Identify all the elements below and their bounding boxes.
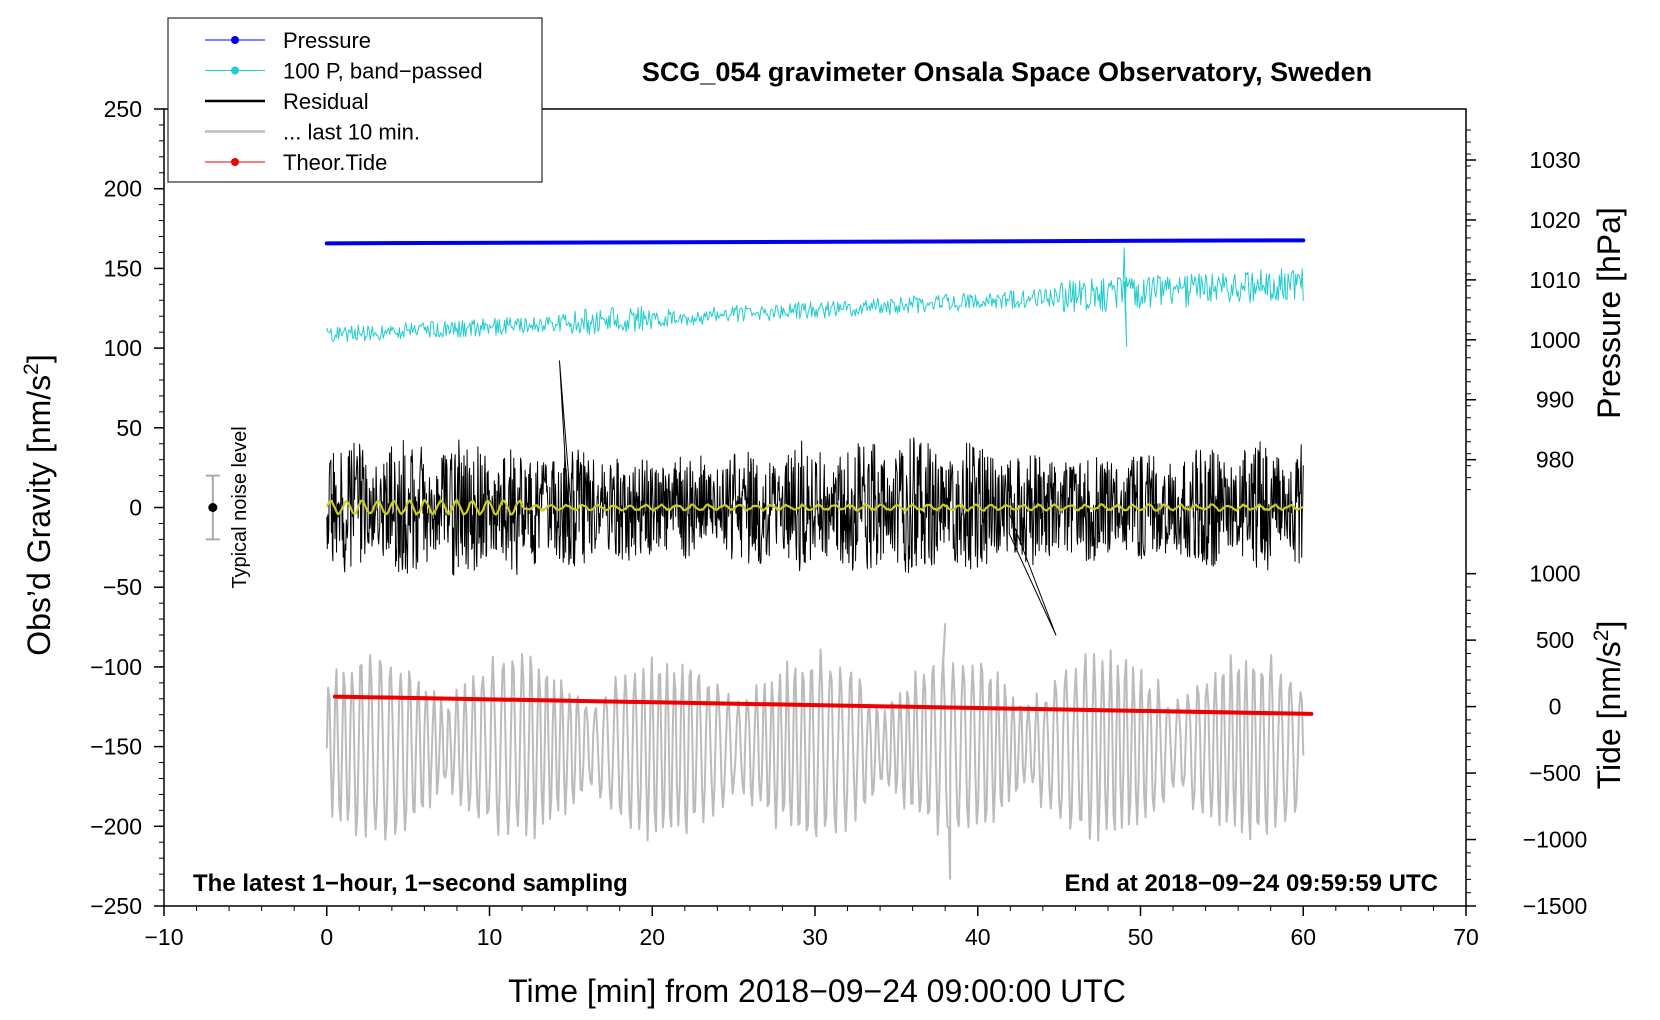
y-tick-label: 50 <box>116 415 142 441</box>
legend-marker <box>231 158 239 166</box>
tide-axis-title: Tide [nm/s2] <box>1590 621 1627 790</box>
tide-axis-ticks: −1500 −1000 −500 0 500 1000 <box>1466 561 1587 919</box>
noise-point <box>208 503 218 512</box>
pressure-tick-label: 1020 <box>1529 207 1580 233</box>
x-tick-label: 60 <box>1290 924 1316 950</box>
last-10-min-line <box>325 622 1305 880</box>
x-tick-label: 10 <box>477 924 503 950</box>
tide-tick-label: −1000 <box>1523 827 1588 853</box>
x-tick-label: 20 <box>639 924 665 950</box>
legend-label: ... last 10 min. <box>283 120 420 145</box>
y-axis-title: Obs’d Gravity [nm/s2] <box>20 354 57 656</box>
pressure-tick-label: 990 <box>1536 387 1574 413</box>
x-tick-label: 50 <box>1128 924 1154 950</box>
pressure-line <box>324 238 1306 246</box>
x-tick-label: −10 <box>144 924 183 950</box>
y-tick-label: 100 <box>104 335 142 361</box>
legend: Pressure 100 P, band−passed Residual ... la… <box>167 17 543 183</box>
pressure-tick-label: 980 <box>1536 447 1574 473</box>
legend-label: Residual <box>283 89 369 114</box>
pressure-tick-label: 1010 <box>1529 267 1580 293</box>
end-time-note: End at 2018−09−24 09:59:59 UTC <box>1064 870 1438 897</box>
tide-tick-label: 500 <box>1536 627 1574 653</box>
pressure-axis-title: Pressure [hPa] <box>1591 207 1627 419</box>
tide-tick-label: −500 <box>1529 760 1581 786</box>
tide-tick-label: −1500 <box>1523 893 1588 919</box>
y-tick-label: 200 <box>104 176 142 202</box>
x-tick-label: 70 <box>1453 924 1479 950</box>
band-passed-pressure-line <box>326 247 1304 347</box>
y-tick-label: −50 <box>103 574 142 600</box>
legend-label: Pressure <box>283 28 371 53</box>
legend-label: 100 P, band−passed <box>283 59 483 84</box>
chart-title: SCG_054 gravimeter Onsala Space Observat… <box>642 57 1372 87</box>
y-tick-label: 0 <box>129 495 142 521</box>
data-traces <box>324 238 1314 880</box>
y-tick-label: −200 <box>90 813 142 839</box>
legend-marker <box>231 66 239 75</box>
x-axis-ticks: −10 0 10 20 30 40 50 60 70 <box>144 906 1479 950</box>
x-tick-label: 30 <box>802 924 828 950</box>
legend-marker <box>231 36 239 44</box>
y-axis-ticks: −250 −200 −150 −100 −50 0 50 100 150 200 250 <box>90 96 164 919</box>
x-tick-label: 40 <box>965 924 991 950</box>
y-tick-label: −150 <box>90 734 142 760</box>
pressure-axis-ticks: 980 990 1000 1010 1020 1030 <box>1466 129 1581 491</box>
pressure-tick-label: 1030 <box>1529 147 1580 173</box>
pressure-tick-label: 1000 <box>1529 327 1580 353</box>
tide-tick-label: 1000 <box>1529 561 1580 587</box>
legend-label: Theor.Tide <box>283 150 387 175</box>
x-tick-label: 0 <box>320 924 333 950</box>
y-tick-label: 150 <box>104 255 142 281</box>
noise-level-indicator: Typical noise level <box>205 426 251 589</box>
residual-line <box>326 360 1304 636</box>
tide-tick-label: 0 <box>1549 694 1562 720</box>
y-tick-label: 250 <box>104 96 142 122</box>
x-axis-title: Time [min] from 2018−09−24 09:00:00 UTC <box>508 973 1126 1009</box>
residual-smoothed-line <box>325 498 1304 516</box>
y-tick-label: −250 <box>90 893 142 919</box>
y-tick-label: −100 <box>90 654 142 680</box>
theor-tide-line <box>332 694 1314 716</box>
noise-level-label: Typical noise level <box>229 426 251 588</box>
sampling-note: The latest 1−hour, 1−second sampling <box>193 870 628 897</box>
